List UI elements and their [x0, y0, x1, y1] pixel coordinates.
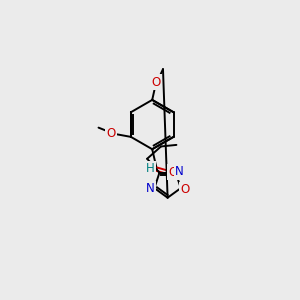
Text: O: O: [152, 76, 161, 89]
Text: O: O: [168, 166, 178, 179]
Text: O: O: [106, 127, 116, 140]
Text: N: N: [175, 165, 184, 178]
Text: O: O: [180, 183, 189, 196]
Text: H: H: [146, 162, 155, 175]
Text: N: N: [146, 182, 155, 195]
